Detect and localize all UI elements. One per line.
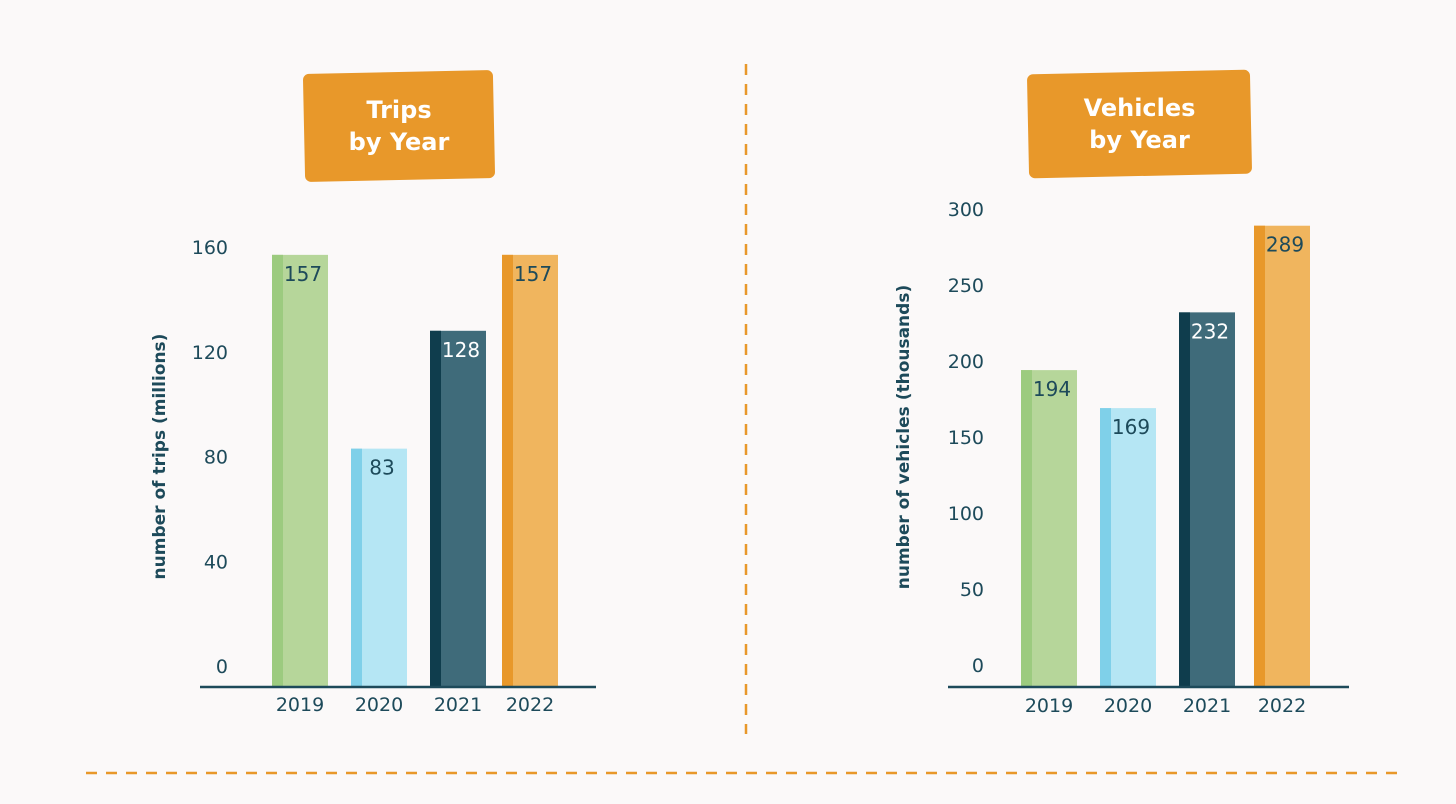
chart-title-line: by Year (1089, 126, 1190, 154)
bar-value-label: 128 (442, 338, 480, 362)
y-tick-label: 200 (948, 351, 984, 373)
x-tick-label: 2019 (1025, 695, 1073, 717)
title-badge (1027, 69, 1252, 179)
x-tick-label: 2022 (506, 694, 554, 716)
bar-accent-stripe (272, 254, 283, 687)
y-tick-label: 0 (972, 655, 984, 677)
vehicles-chart: Vehicles by Year number of vehicles (thous… (894, 69, 1349, 717)
y-axis-title: number of trips (millions) (150, 334, 170, 580)
bar-accent-stripe (430, 330, 441, 687)
chart-title-line: Vehicles (1084, 94, 1196, 122)
x-tick-label: 2020 (355, 694, 403, 716)
y-tick-label: 50 (960, 579, 984, 601)
bar-value-label: 289 (1266, 233, 1304, 257)
x-tick-label: 2022 (1258, 695, 1306, 717)
y-tick-label: 40 (204, 551, 228, 573)
bar-value-label: 232 (1191, 319, 1229, 343)
bar-accent-stripe (1100, 408, 1111, 687)
y-tick-label: 0 (216, 656, 228, 678)
bar-value-label: 169 (1112, 415, 1150, 439)
bar-accent-stripe (1021, 370, 1032, 687)
y-tick-label: 80 (204, 447, 228, 469)
y-tick-label: 250 (948, 275, 984, 297)
title-badge (303, 70, 495, 182)
y-tick-label: 120 (192, 342, 228, 364)
bar-accent-stripe (502, 254, 513, 687)
y-tick-label: 300 (948, 199, 984, 221)
y-tick-label: 160 (192, 237, 228, 259)
trips-chart: Trips by Year number of trips (millions) 0 4… (150, 70, 596, 716)
chart-title-line: Trips (366, 96, 431, 124)
x-tick-label: 2020 (1104, 695, 1152, 717)
bar-value-label: 157 (514, 262, 552, 286)
y-tick-label: 150 (948, 427, 984, 449)
chart-title-line: by Year (349, 128, 450, 156)
bar-value-label: 83 (369, 456, 394, 480)
x-tick-label: 2019 (276, 694, 324, 716)
x-tick-label: 2021 (434, 694, 482, 716)
bar-accent-stripe (1254, 225, 1265, 687)
bar-accent-stripe (351, 448, 362, 687)
bar-accent-stripe (1179, 312, 1190, 687)
bar-value-label: 194 (1033, 377, 1071, 401)
bar-value-label: 157 (284, 262, 322, 286)
x-tick-label: 2021 (1183, 695, 1231, 717)
y-tick-label: 100 (948, 503, 984, 525)
y-axis-title: number of vehicles (thousands) (894, 285, 914, 589)
